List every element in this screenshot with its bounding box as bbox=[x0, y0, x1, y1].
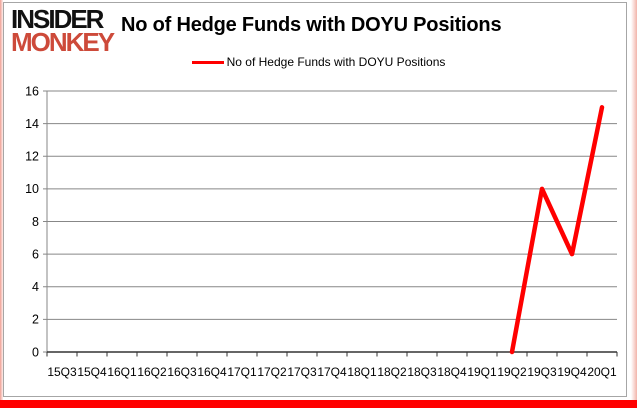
y-axis-label: 14 bbox=[25, 117, 39, 131]
right-accent-border bbox=[631, 0, 637, 400]
x-axis-label: 16Q1 bbox=[107, 365, 137, 379]
x-axis-label: 17Q3 bbox=[287, 365, 317, 379]
x-axis-label: 15Q3 bbox=[47, 365, 77, 379]
x-axis-label: 19Q2 bbox=[497, 365, 527, 379]
data-line bbox=[509, 105, 605, 355]
y-axis-label: 2 bbox=[32, 313, 39, 327]
x-axis-label: 20Q1 bbox=[587, 365, 617, 379]
x-axis-label: 19Q3 bbox=[527, 365, 557, 379]
y-axis-label: 12 bbox=[25, 150, 39, 164]
y-axis-label: 6 bbox=[32, 247, 39, 261]
x-axis-label: 18Q2 bbox=[377, 365, 407, 379]
x-axis-label: 16Q4 bbox=[197, 365, 227, 379]
y-axis-label: 16 bbox=[25, 84, 39, 98]
y-axis-label: 4 bbox=[32, 280, 39, 294]
logo-text-insider: INSIDER bbox=[11, 4, 104, 34]
chart-legend: No of Hedge Funds with DOYU Positions bbox=[0, 55, 637, 69]
y-axis-label: 8 bbox=[32, 215, 39, 229]
x-axis-label: 17Q1 bbox=[227, 365, 257, 379]
x-axis-label: 18Q4 bbox=[437, 365, 467, 379]
logo-text-monkey: MONKEY bbox=[11, 26, 115, 57]
x-axis-label: 17Q2 bbox=[257, 365, 287, 379]
x-axis-label: 18Q3 bbox=[407, 365, 437, 379]
x-axis-label: 19Q4 bbox=[557, 365, 587, 379]
x-axis-label: 16Q2 bbox=[137, 365, 167, 379]
x-axis-label: 19Q1 bbox=[467, 365, 497, 379]
bottom-accent-bar bbox=[0, 400, 637, 408]
legend-label: No of Hedge Funds with DOYU Positions bbox=[226, 55, 446, 69]
x-axis-label: 17Q4 bbox=[317, 365, 347, 379]
legend-line-swatch bbox=[191, 60, 224, 64]
x-axis-label: 16Q3 bbox=[167, 365, 197, 379]
insider-monkey-logo: INSIDER MONKEY bbox=[11, 4, 115, 57]
y-axis-label: 0 bbox=[32, 345, 39, 359]
chart-frame-border bbox=[3, 2, 627, 397]
x-axis-label: 15Q4 bbox=[77, 365, 107, 379]
y-axis-label: 10 bbox=[25, 182, 39, 196]
x-axis-label: 18Q1 bbox=[347, 365, 377, 379]
left-accent-border bbox=[0, 0, 3, 400]
chart-title: No of Hedge Funds with DOYU Positions bbox=[121, 14, 502, 36]
